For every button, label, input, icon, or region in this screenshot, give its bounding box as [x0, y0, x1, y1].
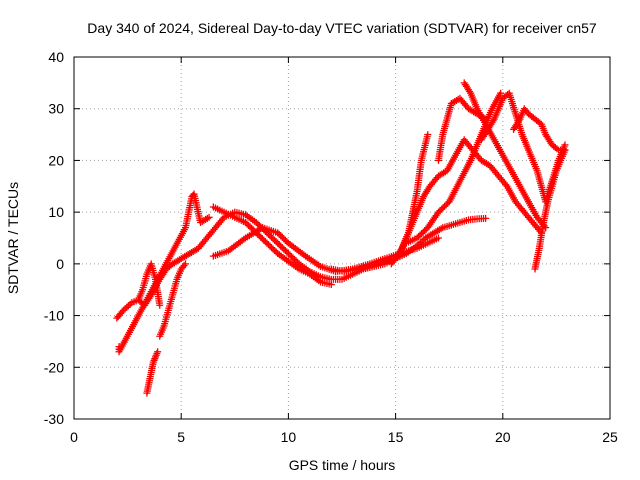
- data-point: [118, 308, 126, 316]
- data-point: [482, 214, 490, 222]
- series-track-l: [531, 146, 569, 273]
- data-point: [553, 145, 561, 153]
- x-tick-label: 20: [495, 429, 511, 445]
- x-tick-label: 15: [388, 429, 404, 445]
- data-point: [434, 234, 442, 242]
- x-tick-label: 25: [602, 429, 618, 445]
- data-point: [154, 348, 162, 356]
- x-axis-label: GPS time / hours: [289, 457, 396, 473]
- series-isolated: [115, 190, 213, 356]
- series-track-k: [510, 105, 569, 154]
- data-point: [156, 301, 164, 309]
- y-tick-label: 0: [56, 256, 64, 272]
- y-tick-label: 10: [48, 204, 64, 220]
- series-track-a: [113, 208, 400, 322]
- data-point: [497, 89, 505, 97]
- tick-layer: 0 5 10 15 20 25 -30 -20 -10 0 10 20 30 40: [44, 49, 618, 445]
- grid-layer: [74, 57, 610, 419]
- y-axis-label: SDTVAR / TECUs: [5, 182, 21, 294]
- data-point: [327, 281, 335, 289]
- y-tick-label: -10: [44, 308, 64, 324]
- data-point: [561, 146, 569, 154]
- data-point: [181, 260, 189, 268]
- series-track-g: [402, 89, 505, 247]
- y-tick-label: 40: [48, 49, 64, 65]
- chart-title: Day 340 of 2024, Sidereal Day-to-day VTE…: [87, 20, 597, 36]
- series-track-n: [156, 260, 189, 340]
- data-point: [124, 302, 132, 310]
- series-track-e: [359, 136, 545, 273]
- series-track-o: [134, 260, 164, 309]
- x-tick-label: 10: [281, 429, 297, 445]
- data-layer: [113, 79, 569, 397]
- data-point: [424, 131, 432, 139]
- y-tick-label: -30: [44, 411, 64, 427]
- plot-frame: [73, 56, 611, 420]
- series-track-b: [209, 203, 335, 289]
- y-tick-label: 30: [48, 101, 64, 117]
- series-track-h: [434, 94, 490, 164]
- x-tick-label: 0: [70, 429, 78, 445]
- y-tick-label: 20: [48, 152, 64, 168]
- y-tick-label: -20: [44, 359, 64, 375]
- data-point: [123, 303, 131, 311]
- x-tick-label: 5: [177, 429, 185, 445]
- data-point: [205, 213, 213, 221]
- series-track-m: [143, 348, 162, 397]
